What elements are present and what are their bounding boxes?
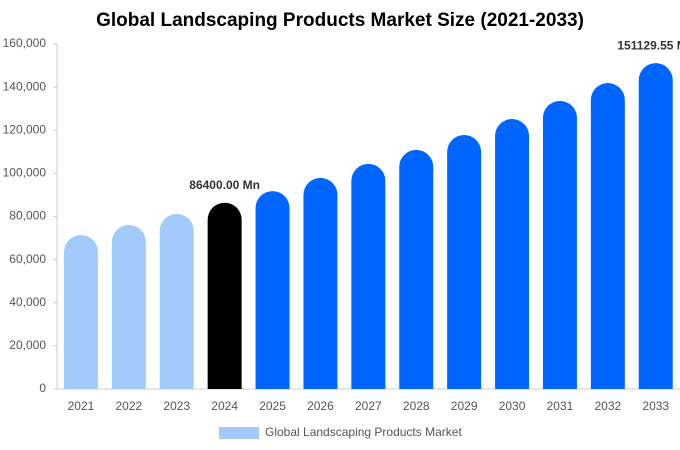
bar <box>495 119 530 389</box>
y-tick-label: 120,000 <box>3 122 47 136</box>
y-tick-label: 80,000 <box>9 209 46 223</box>
x-tick-label: 2021 <box>68 399 95 413</box>
x-tick-label: 2030 <box>499 399 526 413</box>
x-tick-label: 2032 <box>594 399 621 413</box>
x-tick-label: 2028 <box>403 399 430 413</box>
x-tick-label: 2026 <box>307 399 334 413</box>
x-tick-label: 2029 <box>451 399 478 413</box>
y-tick-label: 20,000 <box>9 338 46 352</box>
x-tick-label: 2033 <box>642 399 669 413</box>
x-tick-label: 2025 <box>259 399 286 413</box>
bar <box>207 202 242 389</box>
y-tick-label: 140,000 <box>3 79 47 93</box>
x-tick-label: 2031 <box>547 399 574 413</box>
value-label: 86400.00 Mn <box>189 178 260 192</box>
legend-label: Global Landscaping Products Market <box>265 425 462 439</box>
bar <box>63 235 98 389</box>
y-tick-label: 0 <box>39 381 46 395</box>
bar <box>590 83 625 389</box>
y-tick-label: 40,000 <box>9 295 46 309</box>
bar <box>638 63 673 390</box>
bar <box>303 177 338 389</box>
legend-swatch <box>219 427 259 439</box>
value-label: 151129.55 Mn <box>617 38 680 52</box>
bar <box>255 191 290 389</box>
x-tick-label: 2022 <box>115 399 142 413</box>
bar <box>159 213 194 389</box>
y-tick-label: 100,000 <box>3 166 47 180</box>
bar <box>399 149 434 389</box>
chart-title: Global Landscaping Products Market Size … <box>96 10 584 31</box>
bar <box>351 163 386 389</box>
x-tick-label: 2023 <box>163 399 190 413</box>
x-tick-label: 2024 <box>211 399 238 413</box>
y-tick-label: 60,000 <box>9 252 46 266</box>
x-tick-label: 2027 <box>355 399 382 413</box>
bar <box>111 224 146 389</box>
bar <box>447 134 482 389</box>
bar <box>542 100 577 390</box>
y-tick-label: 160,000 <box>3 36 47 50</box>
